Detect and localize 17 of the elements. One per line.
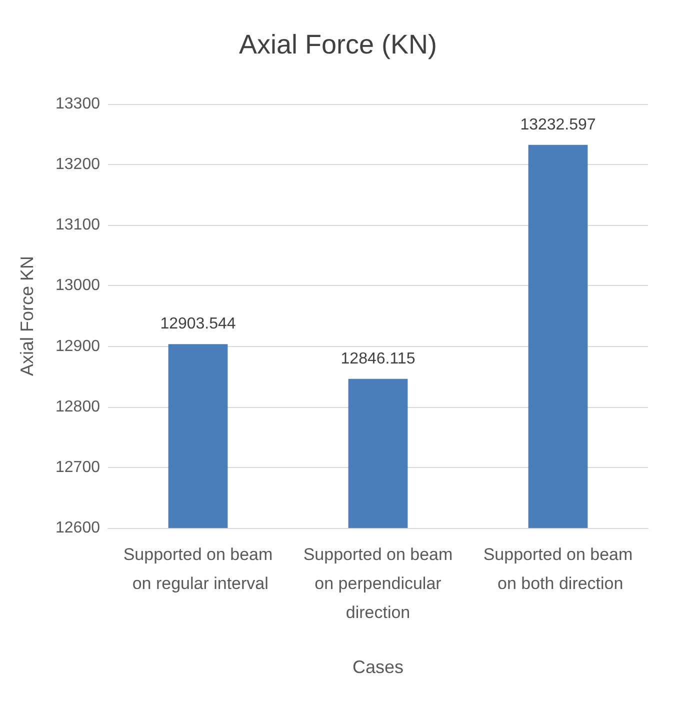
data-label: 12903.544 (160, 316, 236, 333)
y-tick-label: 13100 (56, 216, 100, 234)
x-axis-title: Cases (352, 657, 404, 677)
y-tick-label: 13200 (56, 156, 100, 174)
y-tick-label: 13000 (56, 277, 100, 294)
data-label: 12846.115 (340, 350, 416, 368)
y-tick-label: 12800 (56, 398, 100, 416)
x-tick-label: Supported on beam on regular interval (123, 545, 273, 593)
x-tick-label: Supported on beam on perpendicular direction (303, 545, 453, 622)
y-tick-label: 12900 (56, 338, 100, 355)
data-label: 13232.597 (520, 116, 596, 134)
x-tick-label: Supported on beam on both direction (483, 545, 633, 593)
y-tick-label: 12600 (56, 520, 100, 536)
chart-title: Axial Force (KN) (238, 30, 438, 60)
y-tick-label: 12700 (56, 458, 100, 476)
y-tick-label: 13300 (56, 96, 100, 112)
y-axis-title: Axial Force KN (17, 256, 37, 376)
